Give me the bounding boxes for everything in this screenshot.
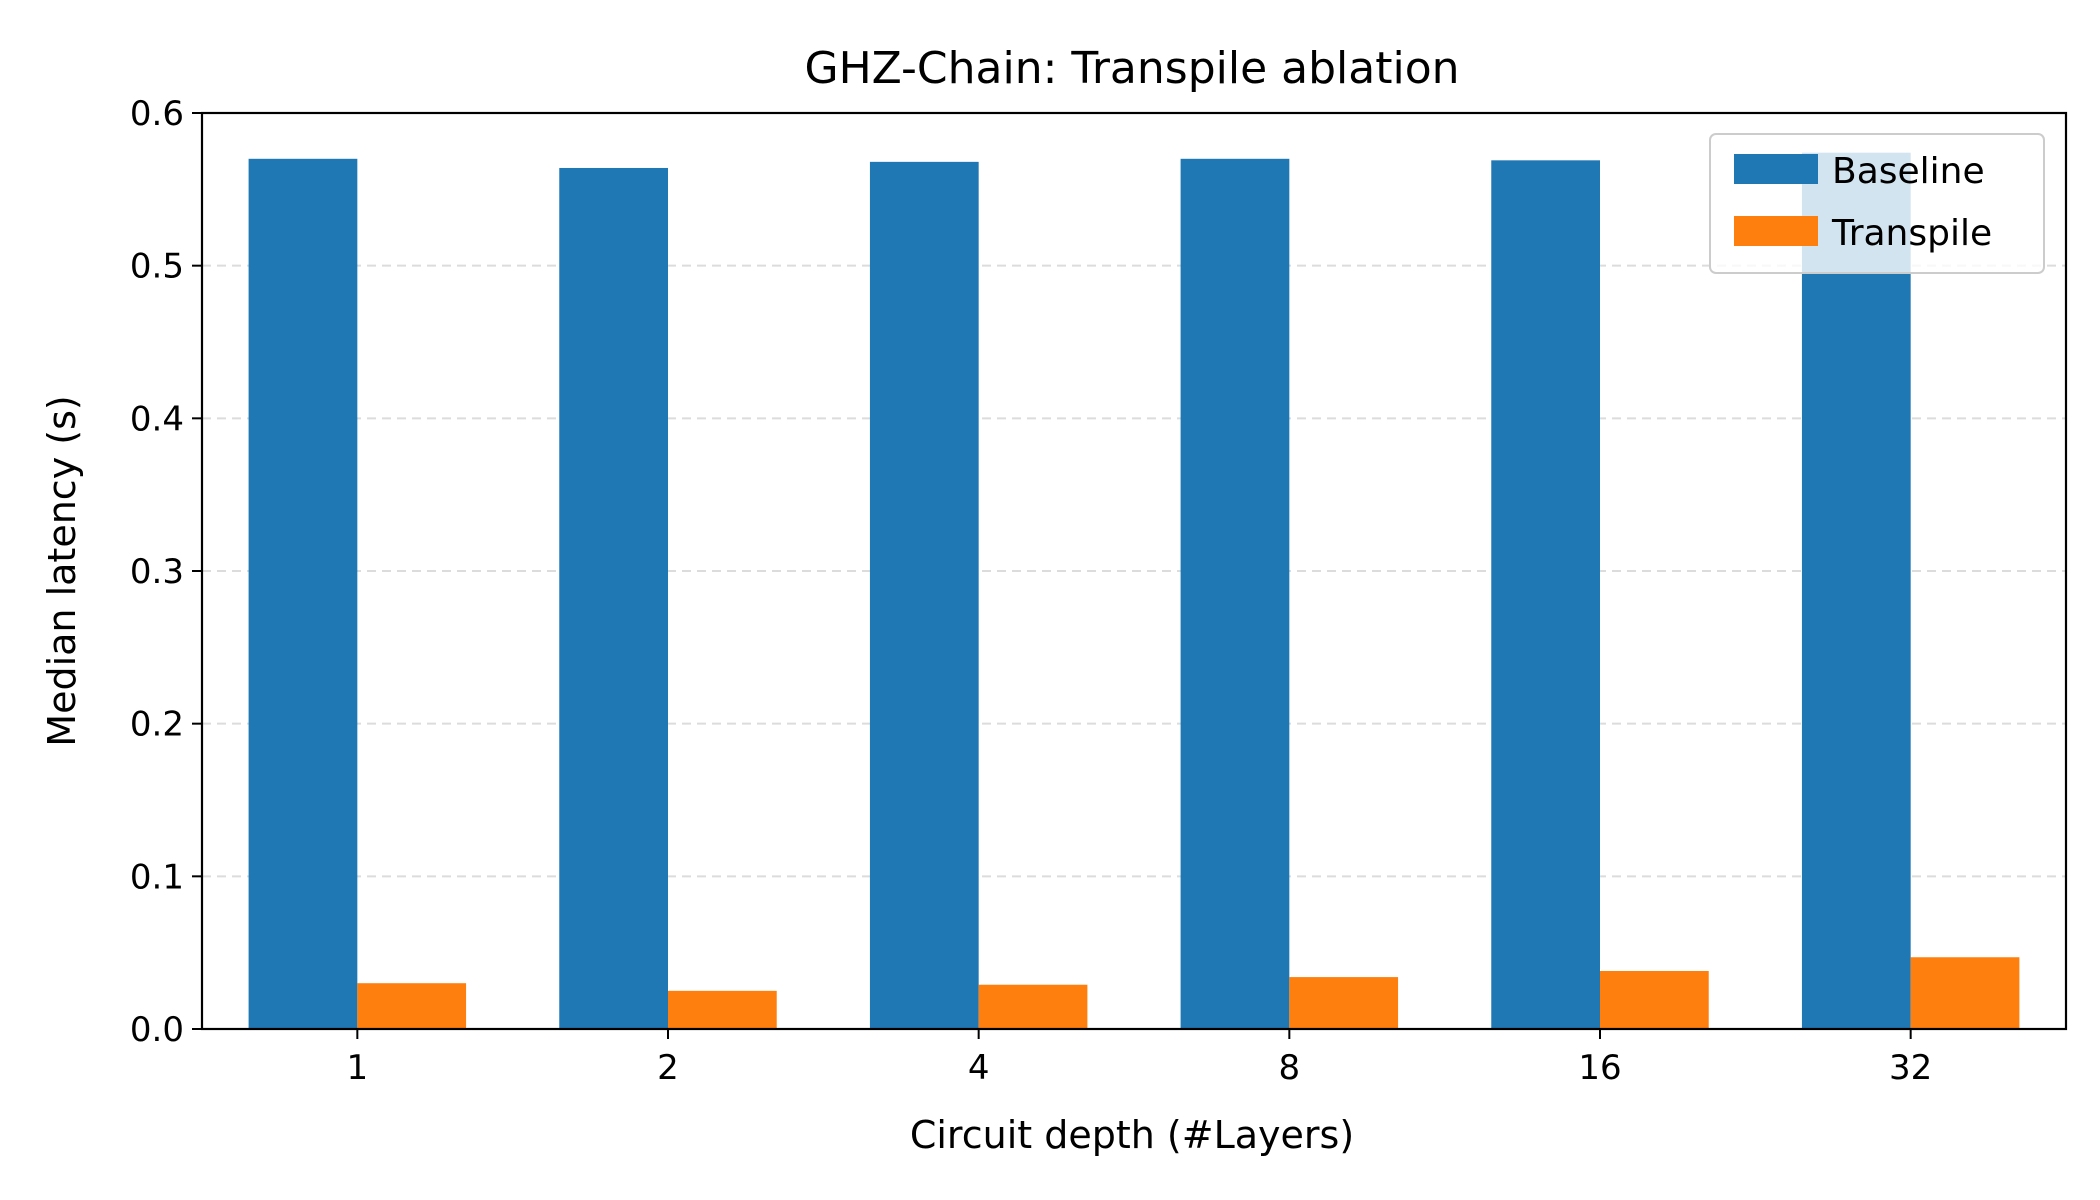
bar-baseline-2 [559,167,668,1029]
y-tick-label: 0.3 [130,552,184,592]
bar-transpile-8 [1289,977,1399,1029]
bar-baseline-4 [869,161,979,1029]
y-tick-label: 0.4 [130,399,184,439]
chart-title: GHZ-Chain: Transpile ablation [805,43,1460,94]
legend-label-transpile: Transpile [1831,213,1992,254]
bar-baseline-8 [1180,158,1290,1030]
x-axis-label: Circuit depth (#Layers) [910,1113,1354,1157]
bar-transpile-16 [1600,970,1709,1029]
bar-baseline-16 [1491,160,1600,1029]
y-tick-label: 0.5 [130,247,184,287]
x-tick-label: 4 [968,1048,990,1088]
bar-transpile-2 [668,990,777,1029]
bar-transpile-1 [357,983,467,1029]
bar-baseline-1 [248,158,358,1030]
legend-label-baseline: Baseline [1832,151,1985,192]
bar-transpile-4 [978,984,1088,1029]
x-tick-label: 2 [657,1048,679,1088]
x-tick-label: 8 [1279,1048,1301,1088]
y-tick-label: 0.6 [130,94,184,134]
x-axis: 1 2 4 8 16 32 [347,1029,1932,1088]
bars [248,152,2020,1030]
y-axis: 0.0 0.1 0.2 0.3 0.4 0.5 0.6 [130,94,202,1050]
bar-baseline-32 [1801,152,1911,1029]
y-axis-label: Median latency (s) [40,395,84,746]
bar-transpile-32 [1910,957,2020,1029]
legend-swatch-baseline [1734,154,1818,184]
grid-lines [202,264,2066,878]
legend-swatch-transpile [1734,216,1818,246]
y-tick-label: 0.2 [130,705,184,745]
x-tick-label: 16 [1578,1048,1621,1088]
x-tick-label: 1 [347,1048,369,1088]
y-tick-label: 0.1 [130,857,184,897]
legend: Baseline Transpile [1709,133,2045,274]
y-tick-label: 0.0 [130,1010,184,1050]
x-tick-label: 32 [1889,1048,1932,1088]
